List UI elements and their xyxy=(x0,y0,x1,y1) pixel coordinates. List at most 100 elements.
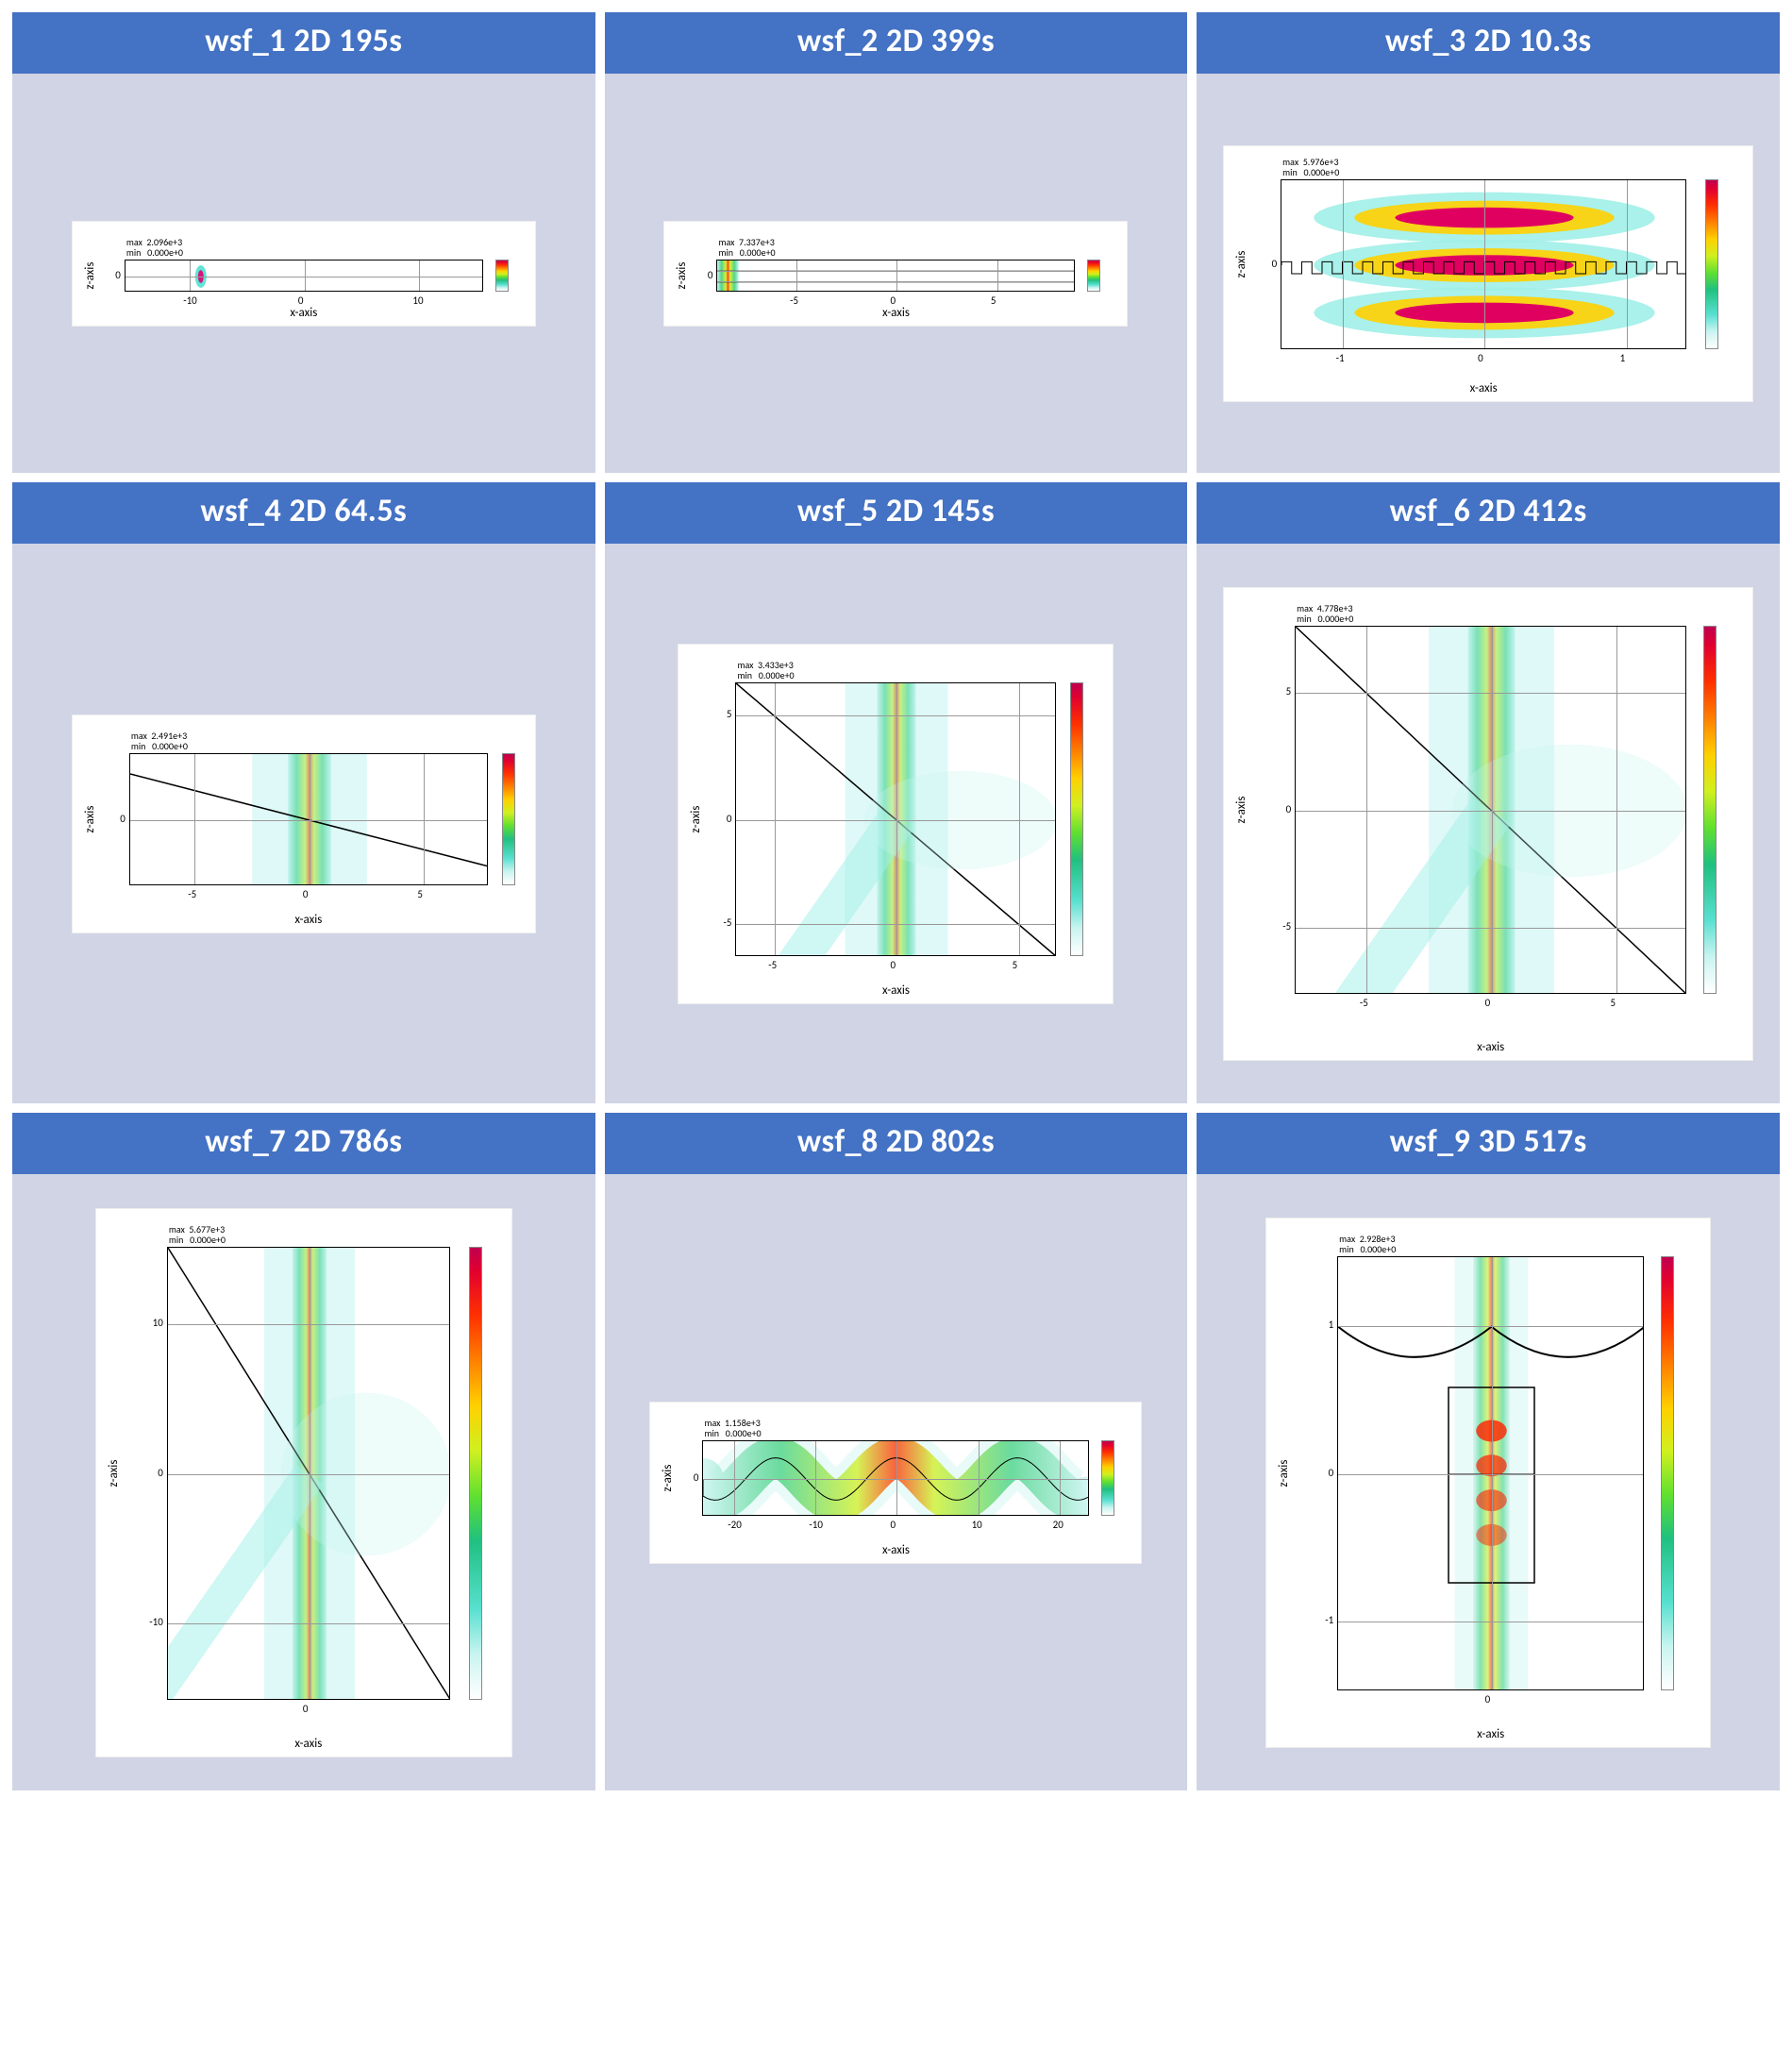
z-axis-label: z-axis xyxy=(107,1459,121,1487)
gridline-v xyxy=(1492,1257,1493,1689)
gridline-v xyxy=(796,260,797,291)
gridline-h xyxy=(1296,811,1685,812)
gridline-v xyxy=(896,683,897,955)
x-tick: -10 xyxy=(809,1519,823,1531)
plot: max 2.096e+3 min 0.000e+0z-axisx-axis-10… xyxy=(73,222,535,326)
panel-body: max 5.976e+3 min 0.000e+0z-axisx-axis-10… xyxy=(1197,74,1780,473)
plot: max 2.928e+3 min 0.000e+0z-axisx-axis0-1… xyxy=(1266,1218,1710,1747)
panel-wsf_8: wsf_8 2D 802smax 1.158e+3 min 0.000e+0z-… xyxy=(604,1112,1189,1791)
plot: max 3.433e+3 min 0.000e+0z-axisx-axis-50… xyxy=(678,645,1113,1003)
panel-body: max 3.433e+3 min 0.000e+0z-axisx-axis-50… xyxy=(605,544,1188,1103)
gridline-h xyxy=(1296,693,1685,694)
x-axis-label: x-axis xyxy=(882,306,910,320)
colorbar xyxy=(495,260,509,292)
y-tick: -1 xyxy=(1305,1614,1333,1626)
gridline-v xyxy=(815,1441,816,1515)
colorbar xyxy=(1101,1440,1114,1516)
z-axis-label: z-axis xyxy=(1234,796,1248,823)
gridline-h xyxy=(1296,928,1685,929)
colorbar xyxy=(1705,179,1718,349)
panel-header: wsf_3 2D 10.3s xyxy=(1197,12,1780,74)
x-tick: 0 xyxy=(1485,1693,1491,1706)
x-axis-label: x-axis xyxy=(1477,1040,1504,1054)
plot-area xyxy=(1281,179,1686,349)
panel-header: wsf_1 2D 195s xyxy=(12,12,595,74)
colorbar xyxy=(1070,682,1083,956)
y-tick: 0 xyxy=(1263,803,1291,815)
plot: max 1.158e+3 min 0.000e+0z-axisx-axis-20… xyxy=(650,1403,1141,1563)
y-tick: 10 xyxy=(135,1317,163,1329)
gridline-v xyxy=(896,260,897,291)
y-tick: 0 xyxy=(97,813,126,825)
x-tick: 20 xyxy=(1053,1519,1063,1531)
panel-body: max 2.928e+3 min 0.000e+0z-axisx-axis0-1… xyxy=(1197,1174,1780,1790)
plot: max 2.491e+3 min 0.000e+0z-axisx-axis-50… xyxy=(73,715,535,933)
plot: max 5.677e+3 min 0.000e+0z-axisx-axis0-1… xyxy=(96,1209,511,1756)
gridline-h xyxy=(717,271,1074,272)
x-tick: 0 xyxy=(298,294,304,307)
y-tick: 0 xyxy=(670,1471,698,1484)
gridline-v xyxy=(424,754,425,884)
gridline-v xyxy=(896,1441,897,1515)
gridline-h xyxy=(703,1479,1088,1480)
minmax-label: max 1.158e+3 min 0.000e+0 xyxy=(704,1418,761,1439)
gridline-h xyxy=(168,1474,449,1475)
gridline-v xyxy=(419,260,420,291)
plot: max 5.976e+3 min 0.000e+0z-axisx-axis-10… xyxy=(1224,146,1752,401)
panel-wsf_9: wsf_9 3D 517smax 2.928e+3 min 0.000e+0z-… xyxy=(1196,1112,1781,1791)
panel-wsf_6: wsf_6 2D 412smax 4.778e+3 min 0.000e+0z-… xyxy=(1196,481,1781,1104)
gridline-v xyxy=(1627,180,1628,348)
x-tick: -1 xyxy=(1336,352,1345,364)
plot-area xyxy=(716,260,1075,292)
y-tick: 0 xyxy=(92,269,121,281)
y-tick: 0 xyxy=(1305,1467,1333,1479)
panel-body: max 2.096e+3 min 0.000e+0z-axisx-axis-10… xyxy=(12,74,595,473)
panel-wsf_7: wsf_7 2D 786s max 5.677e+3 min 0.000e+0 z-… xyxy=(11,1112,596,1791)
z-axis-label: z-axis xyxy=(1277,1459,1291,1487)
panel-wsf_4: wsf_4 2D 64.5smax 2.491e+3 min 0.000e+0z… xyxy=(11,481,596,1104)
panel-wsf_5: wsf_5 2D 145smax 3.433e+3 min 0.000e+0z-… xyxy=(604,481,1189,1104)
x-tick: 1 xyxy=(1620,352,1626,364)
x-tick: 10 xyxy=(972,1519,982,1531)
y-tick: -5 xyxy=(703,916,731,929)
x-axis-label: x-axis xyxy=(1477,1727,1504,1741)
plot-area xyxy=(167,1247,450,1700)
gridline-v xyxy=(1492,627,1493,993)
x-axis-label: x-axis xyxy=(882,983,910,998)
x-axis-label: x-axis xyxy=(290,306,317,320)
panel-wsf_3: wsf_3 2D 10.3smax 5.976e+3 min 0.000e+0z… xyxy=(1196,11,1781,474)
plot-area xyxy=(125,260,483,292)
z-axis-label: z-axis xyxy=(83,805,97,832)
plot-area xyxy=(1295,626,1686,994)
gridline-h xyxy=(736,924,1055,925)
colorbar xyxy=(1661,1256,1674,1690)
x-tick: 5 xyxy=(1013,959,1018,971)
minmax-label: max 3.433e+3 min 0.000e+0 xyxy=(737,660,794,681)
x-axis-label: x-axis xyxy=(294,913,322,927)
x-tick: -5 xyxy=(790,294,798,307)
x-tick: 5 xyxy=(417,888,423,900)
gridline-h xyxy=(717,281,1074,282)
plot-area xyxy=(702,1440,1089,1516)
gridline-v xyxy=(305,260,306,291)
y-tick: 0 xyxy=(684,269,712,281)
gridline-v xyxy=(190,260,191,291)
y-tick: 0 xyxy=(135,1467,163,1479)
colorbar xyxy=(1087,260,1100,292)
x-axis-label: x-axis xyxy=(1470,381,1498,395)
plot-area xyxy=(1337,1256,1644,1690)
y-tick: 1 xyxy=(1305,1319,1333,1331)
gridline-v xyxy=(775,683,776,955)
gridline-h xyxy=(168,1324,449,1325)
x-axis-label: x-axis xyxy=(882,1543,910,1557)
panel-header: wsf_7 2D 786s xyxy=(12,1113,595,1174)
colorbar xyxy=(502,753,515,885)
plot: max 7.337e+3 min 0.000e+0z-axisx-axis-50… xyxy=(664,222,1127,326)
panel-header: wsf_4 2D 64.5s xyxy=(12,482,595,544)
plot-area xyxy=(735,682,1056,956)
x-tick: -10 xyxy=(183,294,197,307)
plot: max 4.778e+3 min 0.000e+0z-axisx-axis-50… xyxy=(1224,588,1752,1060)
x-tick: -20 xyxy=(728,1519,742,1531)
y-tick: 0 xyxy=(703,813,731,825)
minmax-label: max 5.677e+3 min 0.000e+0 xyxy=(169,1224,226,1246)
